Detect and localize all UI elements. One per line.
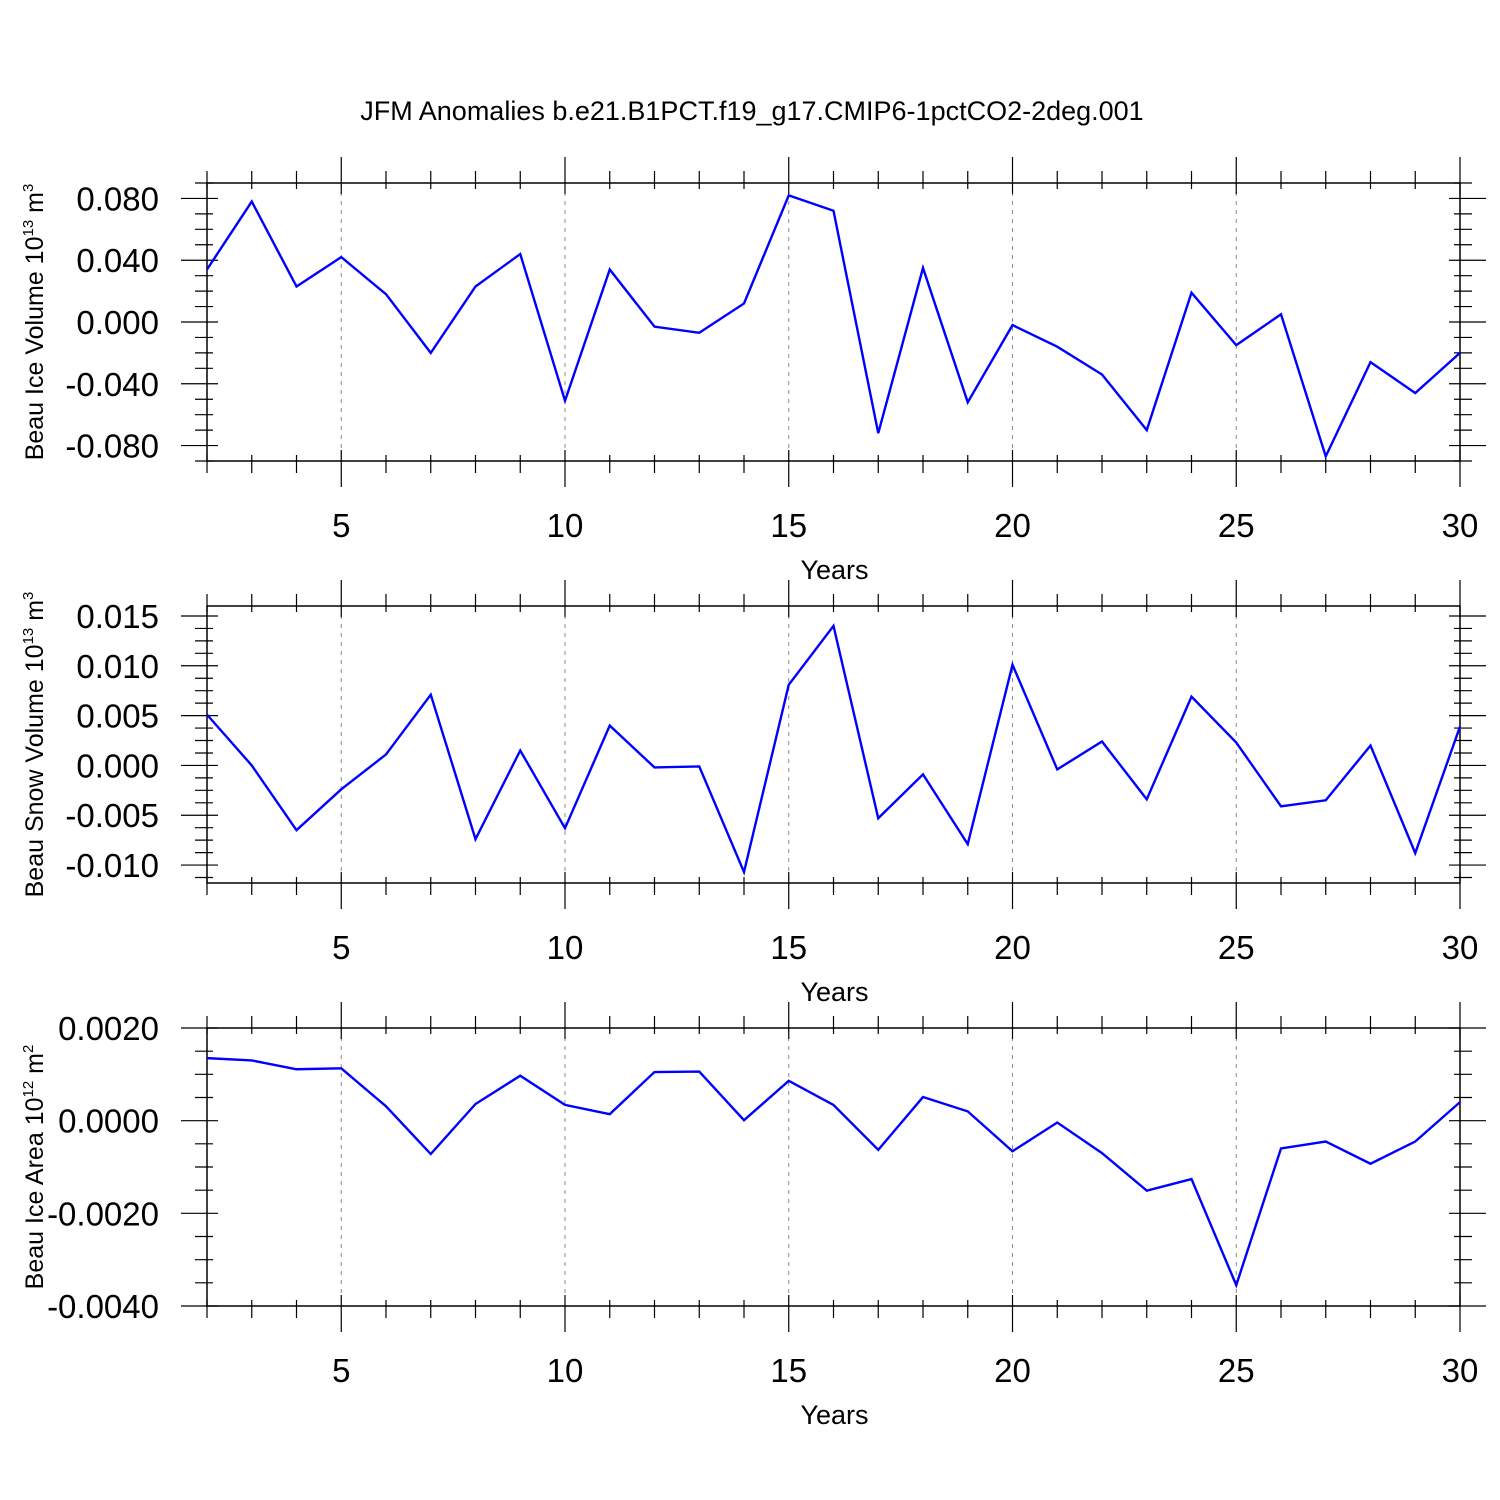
x-tick-label: 5 [332, 929, 350, 966]
y-axis-label-ylabel-exp: 13 [20, 628, 37, 645]
y-tick-label: 0.015 [76, 598, 159, 635]
y-axis-label: Beau Ice Volume 1013 m3 [20, 184, 49, 461]
y-tick-label: -0.005 [65, 797, 159, 834]
x-tick-label: 15 [770, 1352, 807, 1389]
y-axis-label-ylabel-main: Beau Ice Volume 10 [21, 237, 49, 461]
x-tick-label: 25 [1218, 507, 1255, 544]
x-tick-label: 20 [994, 929, 1031, 966]
y-axis-label: Beau Snow Volume 1013 m3 [20, 592, 49, 898]
y-tick-label: -0.040 [65, 366, 159, 403]
x-axis-label: Years [800, 977, 868, 1007]
x-tick-label: 30 [1442, 507, 1479, 544]
y-axis-label-ylabel-unit-exp: 3 [20, 184, 37, 192]
y-tick-label: 0.080 [76, 180, 159, 217]
data-line [205, 193, 1461, 460]
x-tick-label: 25 [1218, 929, 1255, 966]
y-tick-label: 0.0020 [58, 1010, 159, 1047]
x-axis-label: Years [800, 555, 868, 585]
y-tick-label: -0.0020 [47, 1195, 159, 1232]
y-tick-label: 0.0000 [58, 1103, 159, 1140]
y-axis-label-ylabel-exp: 12 [20, 1081, 37, 1098]
plot-frame [206, 1027, 1461, 1307]
data-line [206, 1056, 1461, 1289]
x-tick-label: 15 [770, 507, 807, 544]
y-tick-label: 0.005 [76, 698, 159, 735]
y-axis-label-ylabel-unit-exp: 2 [20, 1045, 37, 1053]
x-tick-label: 20 [994, 1352, 1031, 1389]
x-tick-label: 10 [547, 1352, 584, 1389]
x-tick-label: 5 [332, 1352, 350, 1389]
panel-snow-volume: 5 10 15 20 25 30 -0.010 -0.005 0.000 0.005 0.010 0.… [20, 580, 1486, 1007]
y-axis-label-ylabel-unit-exp: 3 [20, 592, 37, 600]
x-tick-label: 5 [332, 507, 350, 544]
y-tick-label: -0.0040 [47, 1288, 159, 1325]
y-axis-label-ylabel-main: Beau Ice Area 10 [21, 1098, 49, 1290]
y-tick-label: 0.040 [76, 242, 159, 279]
panel-ice-area: 5 10 15 20 25 30 -0.0040 -0.0020 0.0000 0.0020 Yea… [20, 1002, 1486, 1430]
y-axis-label-ylabel-unit: m [21, 192, 49, 220]
y-tick-label: -0.010 [65, 847, 159, 884]
x-tick-label: 10 [547, 507, 584, 544]
y-tick-label: 0.010 [76, 648, 159, 685]
y-axis-label: Beau Ice Area 1012 m2 [20, 1045, 49, 1290]
y-tick-label: 0.000 [76, 304, 159, 341]
x-axis-label: Years [800, 1400, 868, 1430]
plot-frame [206, 182, 1461, 462]
y-axis-label-ylabel-unit: m [21, 600, 49, 628]
y-tick-label: -0.080 [65, 428, 159, 465]
x-tick-label: 10 [547, 929, 584, 966]
x-tick-label: 20 [994, 507, 1031, 544]
x-tick-label: 25 [1218, 1352, 1255, 1389]
data-line [206, 623, 1462, 876]
y-axis-label-ylabel-exp: 13 [20, 220, 37, 237]
y-tick-label: 0.000 [76, 747, 159, 784]
figure-title: JFM Anomalies b.e21.B1PCT.f19_g17.CMIP6-… [360, 96, 1143, 126]
panel-ice-volume: 5 10 15 20 25 30 -0.080 -0.040 0.000 0.040 0.080 Ye… [20, 157, 1486, 585]
x-tick-label: 15 [770, 929, 807, 966]
y-axis-label-ylabel-main: Beau Snow Volume 10 [21, 644, 49, 897]
y-axis-label-ylabel-unit: m [21, 1053, 49, 1081]
x-tick-label: 30 [1442, 1352, 1479, 1389]
x-tick-label: 30 [1442, 929, 1479, 966]
